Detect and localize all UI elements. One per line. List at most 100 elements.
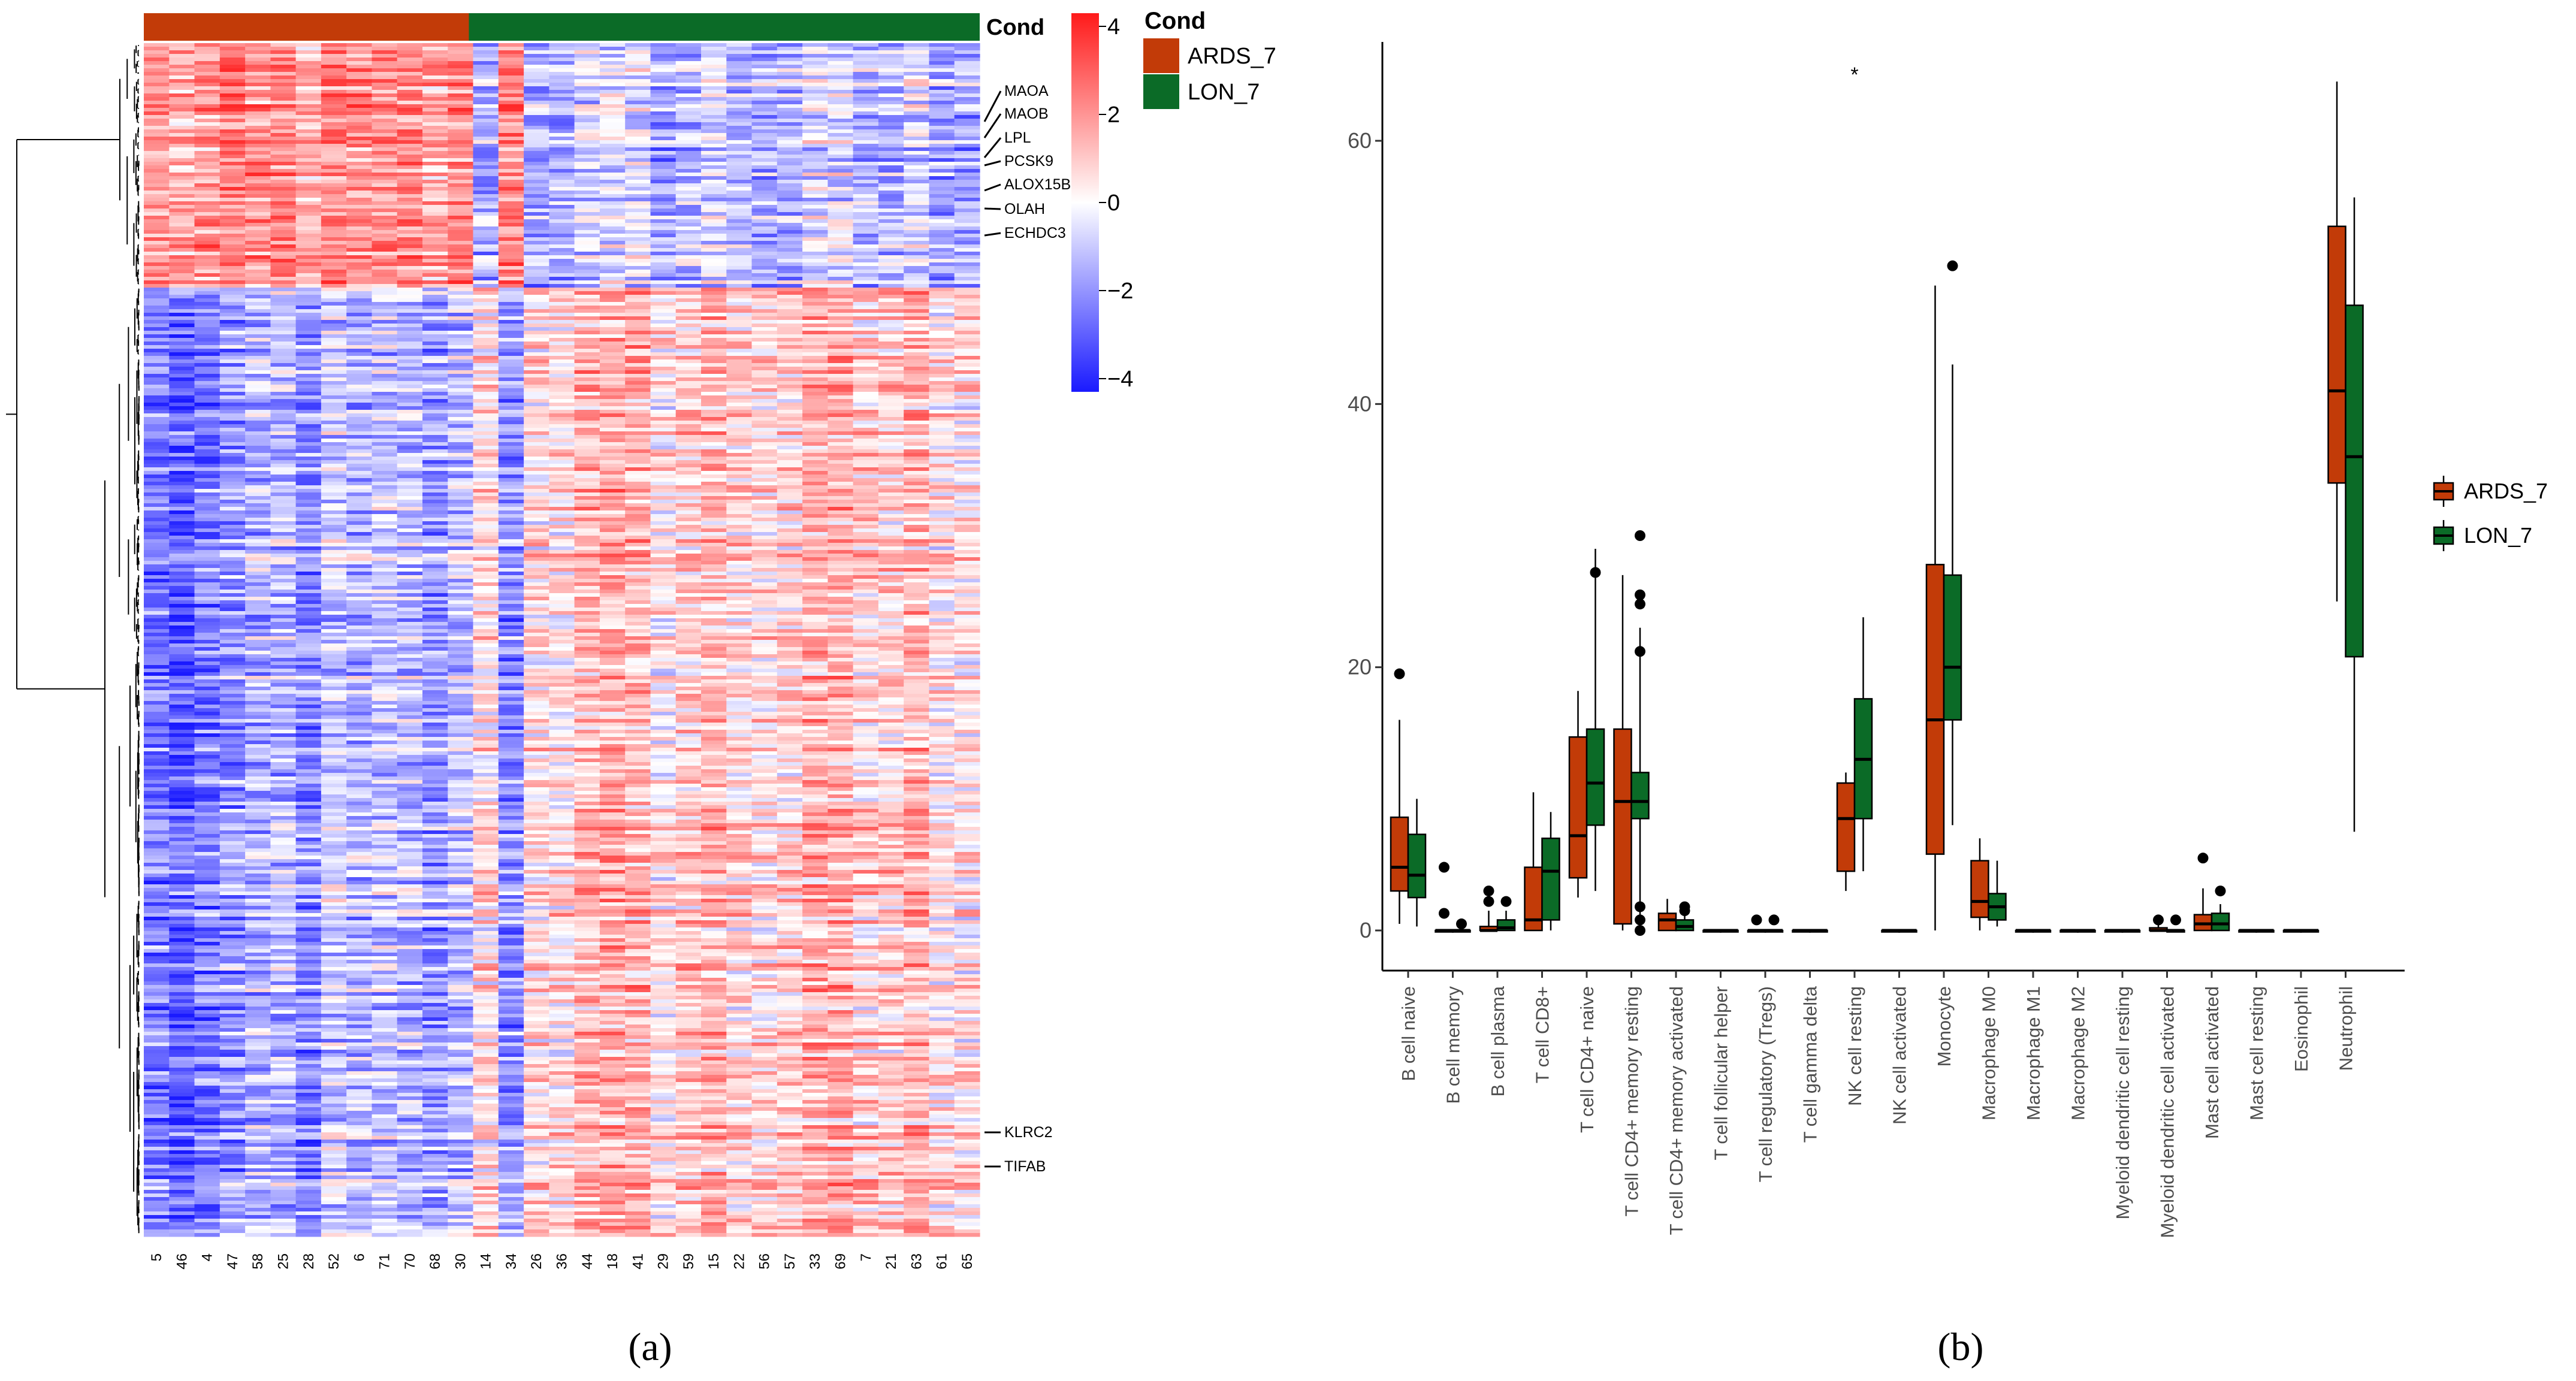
heatmap-cell: [878, 65, 904, 69]
heatmap-cell: [625, 54, 651, 58]
heatmap-cell: [574, 356, 600, 360]
heatmap-cell: [144, 521, 170, 525]
heatmap-cell: [372, 291, 398, 295]
heatmap-cell: [169, 510, 195, 515]
heatmap-cell: [144, 518, 170, 522]
heatmap-cell: [270, 280, 297, 285]
heatmap-cell: [726, 119, 753, 123]
heatmap-cell: [828, 223, 854, 227]
heatmap-cell: [473, 528, 499, 533]
heatmap-cell: [422, 277, 448, 281]
heatmap-cell: [524, 521, 549, 525]
heatmap-cell: [498, 288, 524, 292]
heatmap-cell: [498, 108, 524, 112]
heatmap-cell: [802, 295, 828, 299]
heatmap-cell: [853, 208, 879, 213]
heatmap-cell: [397, 90, 423, 94]
heatmap-cell: [397, 367, 423, 371]
heatmap-cell: [726, 331, 753, 335]
heatmap-cell: [726, 50, 753, 55]
heatmap-cell: [321, 334, 347, 339]
heatmap-cell: [574, 439, 600, 443]
heatmap-cell: [169, 165, 195, 170]
heatmap-cell: [751, 363, 778, 367]
heatmap-cell: [169, 93, 195, 98]
heatmap-cell: [701, 442, 727, 446]
heatmap-cell: [853, 467, 879, 472]
heatmap-cell: [675, 345, 702, 349]
heatmap-cell: [777, 248, 803, 252]
heatmap-cell: [346, 205, 373, 209]
heatmap-cell: [751, 104, 778, 108]
heatmap-cell: [726, 226, 753, 231]
heatmap-cell: [524, 525, 549, 529]
heatmap-cell: [245, 147, 271, 152]
heatmap-cell: [751, 169, 778, 173]
heatmap-cell: [549, 363, 575, 367]
heatmap-cell: [929, 126, 955, 130]
heatmap-cell: [828, 342, 854, 346]
heatmap-cell: [498, 183, 524, 188]
heatmap-cell: [245, 259, 271, 263]
heatmap-cell: [828, 338, 854, 342]
heatmap-cell: [929, 223, 955, 227]
heatmap-cell: [498, 521, 524, 525]
heatmap-cell: [675, 478, 702, 482]
heatmap-cell: [321, 273, 347, 277]
heatmap-cell: [498, 532, 524, 536]
heatmap-cell: [422, 421, 448, 425]
heatmap-cell: [169, 83, 195, 87]
heatmap-cell: [473, 270, 499, 274]
heatmap-cell: [321, 122, 347, 126]
heatmap-cell: [194, 489, 221, 493]
heatmap-cell: [295, 428, 322, 432]
heatmap-cell: [549, 169, 575, 173]
heatmap-cell: [448, 482, 474, 486]
heatmap-cell: [422, 262, 448, 267]
heatmap-cell: [904, 288, 930, 292]
heatmap-cell: [751, 478, 778, 482]
heatmap-cell: [397, 226, 423, 231]
heatmap-cell: [321, 50, 347, 55]
heatmap-cell: [295, 442, 322, 446]
heatmap-cell: [726, 234, 753, 238]
heatmap-cell: [549, 327, 575, 331]
heatmap-cell: [448, 392, 474, 396]
heatmap-cell: [777, 104, 803, 108]
heatmap-cell: [295, 111, 322, 116]
heatmap-cell: [422, 208, 448, 213]
heatmap-cell: [422, 183, 448, 188]
heatmap-cell: [498, 338, 524, 342]
heatmap-cell: [270, 435, 297, 439]
heatmap-cell: [904, 198, 930, 202]
heatmap-cell: [473, 510, 499, 515]
heatmap-cell: [194, 43, 221, 47]
heatmap-cell: [498, 205, 524, 209]
heatmap-cell: [422, 374, 448, 378]
heatmap-cell: [625, 370, 651, 374]
heatmap-cell: [144, 162, 170, 166]
heatmap-cell: [270, 471, 297, 475]
heatmap-cell: [726, 47, 753, 51]
heatmap-cell: [878, 496, 904, 500]
heatmap-cell: [321, 399, 347, 403]
heatmap-cell: [777, 482, 803, 486]
heatmap-cell: [954, 270, 980, 274]
heatmap-cell: [524, 349, 549, 353]
heatmap-cell: [777, 291, 803, 295]
heatmap-cell: [372, 500, 398, 504]
heatmap-cell: [245, 58, 271, 62]
heatmap-cell: [524, 137, 549, 141]
heatmap-cell: [321, 137, 347, 141]
heatmap-cell: [802, 306, 828, 310]
heatmap-cell: [321, 291, 347, 295]
heatmap-cell: [524, 47, 549, 51]
heatmap-cell: [448, 244, 474, 249]
heatmap-cell: [448, 216, 474, 220]
heatmap-cell: [751, 140, 778, 144]
heatmap-cell: [524, 306, 549, 310]
heatmap-cell: [194, 237, 221, 241]
heatmap-cell: [599, 162, 626, 166]
heatmap-cell: [473, 532, 499, 536]
heatmap-cell: [194, 421, 221, 425]
